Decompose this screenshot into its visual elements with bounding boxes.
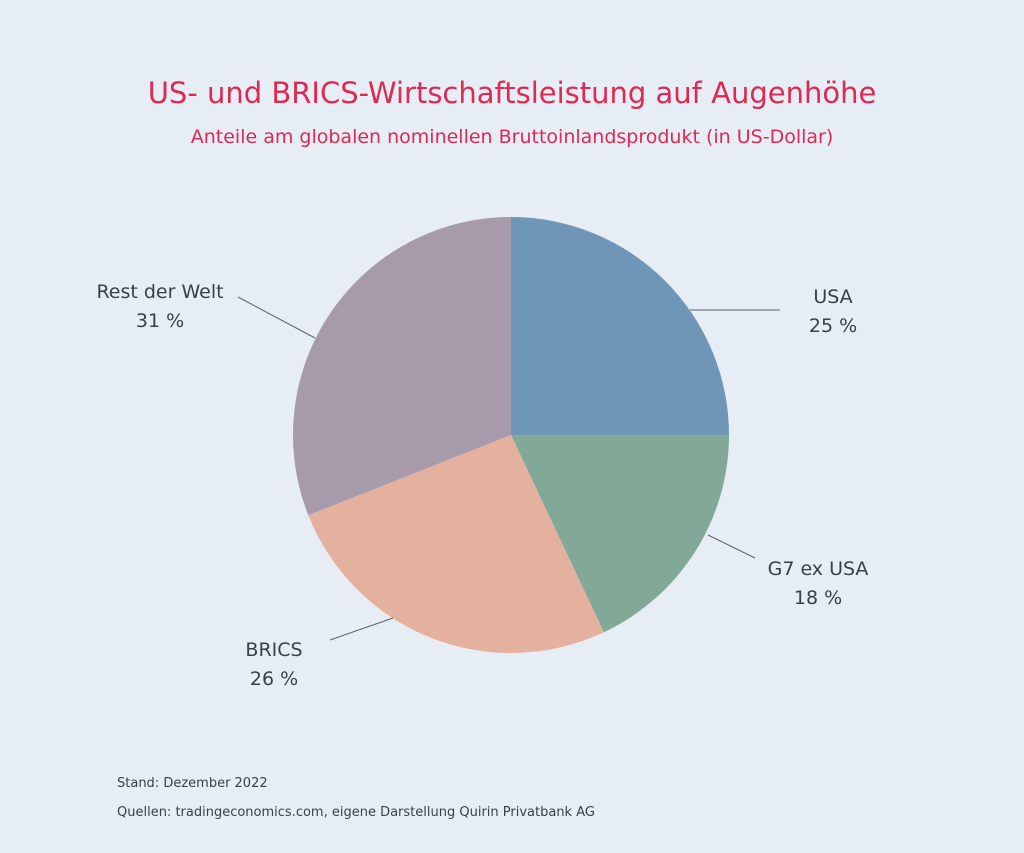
- slice-name-label: BRICS: [245, 639, 302, 661]
- slice-name-label: Rest der Welt: [96, 281, 223, 303]
- footer-sources: Quellen: tradingeconomics.com, eigene Da…: [117, 805, 595, 820]
- slice-value-label: 26 %: [250, 668, 298, 690]
- slice-name-label: USA: [813, 286, 852, 308]
- slice-value-label: 18 %: [794, 587, 842, 609]
- pie-slice-rest-der-welt: [292, 217, 511, 516]
- pie-labels: USA 25 % G7 ex USA 18 % BRICS 26 % Rest der We…: [96, 281, 868, 690]
- pie-slice-usa: [511, 217, 729, 435]
- slice-value-label: 31 %: [136, 310, 184, 332]
- leader-line-brics: [329, 617, 394, 641]
- slice-value-label: 25 %: [809, 315, 857, 337]
- slice-name-label: G7 ex USA: [768, 558, 869, 580]
- chart-subtitle: Anteile am globalen nominellen Bruttoinl…: [190, 126, 834, 148]
- pie-leader-lines: [237, 296, 780, 641]
- footer-stand: Stand: Dezember 2022: [117, 776, 268, 791]
- chart-title: US- und BRICS-Wirtschaftsleistung auf Au…: [147, 76, 877, 110]
- pie-slices: [292, 217, 729, 653]
- leader-line-rest-der-welt: [237, 296, 316, 339]
- pie-slice-brics: [308, 435, 604, 653]
- pie-slice-g7-ex-usa: [511, 435, 729, 633]
- leader-line-g7-ex-usa: [707, 534, 756, 559]
